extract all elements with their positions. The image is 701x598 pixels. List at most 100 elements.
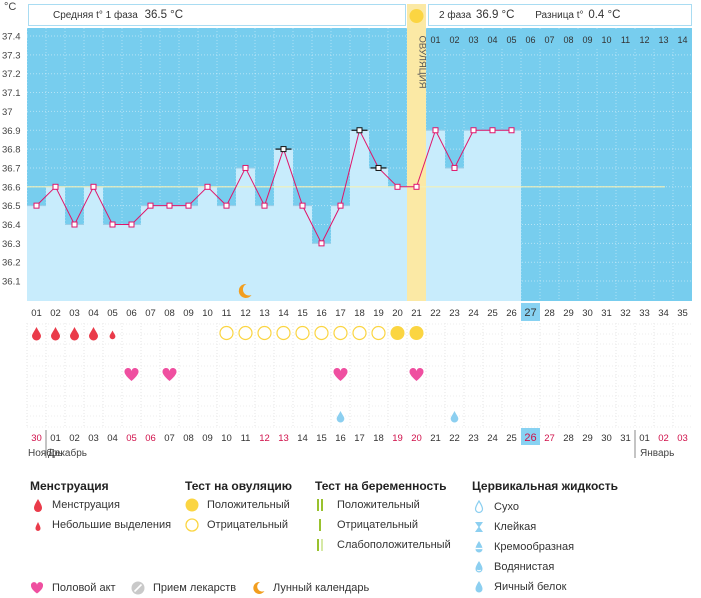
legend-cf-eggwhite: Яичный белок <box>472 580 566 594</box>
calendar-date-label: 12 <box>259 433 270 444</box>
phase2-day-number: 04 <box>487 35 497 45</box>
temperature-point <box>71 221 78 228</box>
ovulation-test-negative-icon <box>333 325 348 341</box>
ovulation-test-positive-icon <box>409 326 424 340</box>
calendar-date-label: 22 <box>449 433 460 444</box>
temperature-bar <box>46 186 65 301</box>
calendar-date-label: 06 <box>145 433 156 444</box>
temperature-bar <box>293 205 312 301</box>
legend-label: Слабоположительный <box>337 539 451 551</box>
calendar-date-label: 18 <box>373 433 384 444</box>
ovulation-test-negative-icon <box>314 325 329 341</box>
legend-cf-dry: Сухо <box>472 499 519 514</box>
temperature-point <box>261 202 268 209</box>
y-tick-label: 36.7 <box>2 163 21 174</box>
phase2-day-number: 13 <box>658 35 668 45</box>
cycle-day-label: 25 <box>487 308 498 319</box>
legend-label: Клейкая <box>494 521 537 533</box>
temperature-bar <box>331 205 350 301</box>
calendar-date-label: 26 <box>524 432 536 444</box>
temperature-bar <box>217 205 236 301</box>
cycle-day-label: 17 <box>335 308 346 319</box>
phase2-day-number: 07 <box>544 35 554 45</box>
legend-cf-sticky: Клейкая <box>472 520 536 534</box>
temperature-bar <box>65 224 84 301</box>
temperature-point <box>223 202 230 209</box>
cycle-day-label: 34 <box>658 308 669 319</box>
diff-label: Разница t° <box>535 10 584 21</box>
heart-icon <box>333 367 348 381</box>
calendar-date-label: 29 <box>582 433 593 444</box>
legend-label: Половой акт <box>52 582 116 594</box>
legend-menstruation: Менструация <box>30 498 120 512</box>
y-tick-label: 36.9 <box>2 126 21 137</box>
legend-cf-creamy: Кремообразная <box>472 540 574 554</box>
legend-spotting: Небольшие выделения <box>30 518 171 532</box>
cycle-day-label: 11 <box>222 308 232 319</box>
drop-icon <box>30 498 46 512</box>
y-tick-label: 36.1 <box>2 277 21 288</box>
ovulation-test-negative-icon <box>371 325 386 341</box>
temperature-bar <box>27 205 46 301</box>
temperature-point <box>413 183 420 190</box>
cycle-day-label: 35 <box>677 308 688 319</box>
ovulation-test-positive-icon <box>390 326 405 340</box>
ovulation-label: ОВУЛЯЦИЯ <box>417 36 428 89</box>
legend-cervical-title: Цервикальная жидкость <box>472 479 619 493</box>
temperature-bar <box>255 205 274 301</box>
cycle-day-label: 09 <box>183 308 194 319</box>
calendar-date-label: 15 <box>316 433 327 444</box>
ovulation-sun-icon <box>409 9 424 23</box>
temperature-point <box>432 127 439 134</box>
legend-label: Сухо <box>494 501 519 513</box>
phase2-day-number: 14 <box>677 35 687 45</box>
calendar-date-label: 24 <box>487 433 498 444</box>
calendar-date-label: 27 <box>544 433 555 444</box>
cycle-day-label: 26 <box>506 308 517 319</box>
cycle-day-label: 20 <box>392 308 403 319</box>
temperature-point <box>166 202 173 209</box>
y-tick-label: 36.8 <box>2 145 21 156</box>
temperature-point <box>280 146 287 153</box>
legend-label: Лунный календарь <box>273 582 370 594</box>
phase1-value: 36.5 °C <box>144 9 184 21</box>
calendar-date-label: 11 <box>241 433 251 444</box>
temperature-point <box>52 183 59 190</box>
cycle-day-label: 12 <box>240 308 251 319</box>
heart-icon <box>124 367 139 381</box>
temperature-point <box>147 202 154 209</box>
cycle-day-label: 24 <box>468 308 479 319</box>
legend-medication: Прием лекарств <box>131 581 236 595</box>
cycle-day-label: 21 <box>411 308 422 319</box>
temperature-bar <box>160 205 179 301</box>
temperature-point <box>33 202 40 209</box>
calendar-date-label: 21 <box>430 433 441 444</box>
legend-pregnancy-title: Тест на беременность <box>315 479 447 493</box>
phase2-day-number: 01 <box>430 35 440 45</box>
menstruation-drop-icon <box>70 327 79 341</box>
ovulation-test-negative-icon <box>352 325 367 341</box>
legend-label: Положительный <box>337 499 420 511</box>
temperature-point <box>318 240 325 247</box>
temperature-point <box>508 127 515 134</box>
weak-stripe-icon <box>315 538 331 552</box>
phase2-header: 2 фаза 36.9 °C Разница t° 0.4 °C <box>428 4 692 26</box>
temperature-bar <box>141 205 160 301</box>
cycle-day-label: 31 <box>601 308 612 319</box>
phase2-day-number: 02 <box>449 35 459 45</box>
cycle-day-label: 22 <box>430 308 441 319</box>
legend-label: Небольшие выделения <box>52 519 172 531</box>
spotting-drop-icon <box>109 330 116 340</box>
sticky-icon <box>472 520 488 534</box>
temperature-point <box>489 127 496 134</box>
y-tick-label: 37.2 <box>2 69 21 80</box>
ovulation-test-negative-icon <box>219 325 234 341</box>
moon-icon <box>238 283 252 298</box>
current-date-highlight <box>521 428 540 445</box>
eggwhite-drop-icon <box>472 580 488 594</box>
phase2-day-number: 03 <box>468 35 478 45</box>
cervical-drop-icon <box>450 411 459 423</box>
ovulation-test-negative-icon <box>295 325 310 341</box>
calendar-date-label: 30 <box>31 433 42 444</box>
